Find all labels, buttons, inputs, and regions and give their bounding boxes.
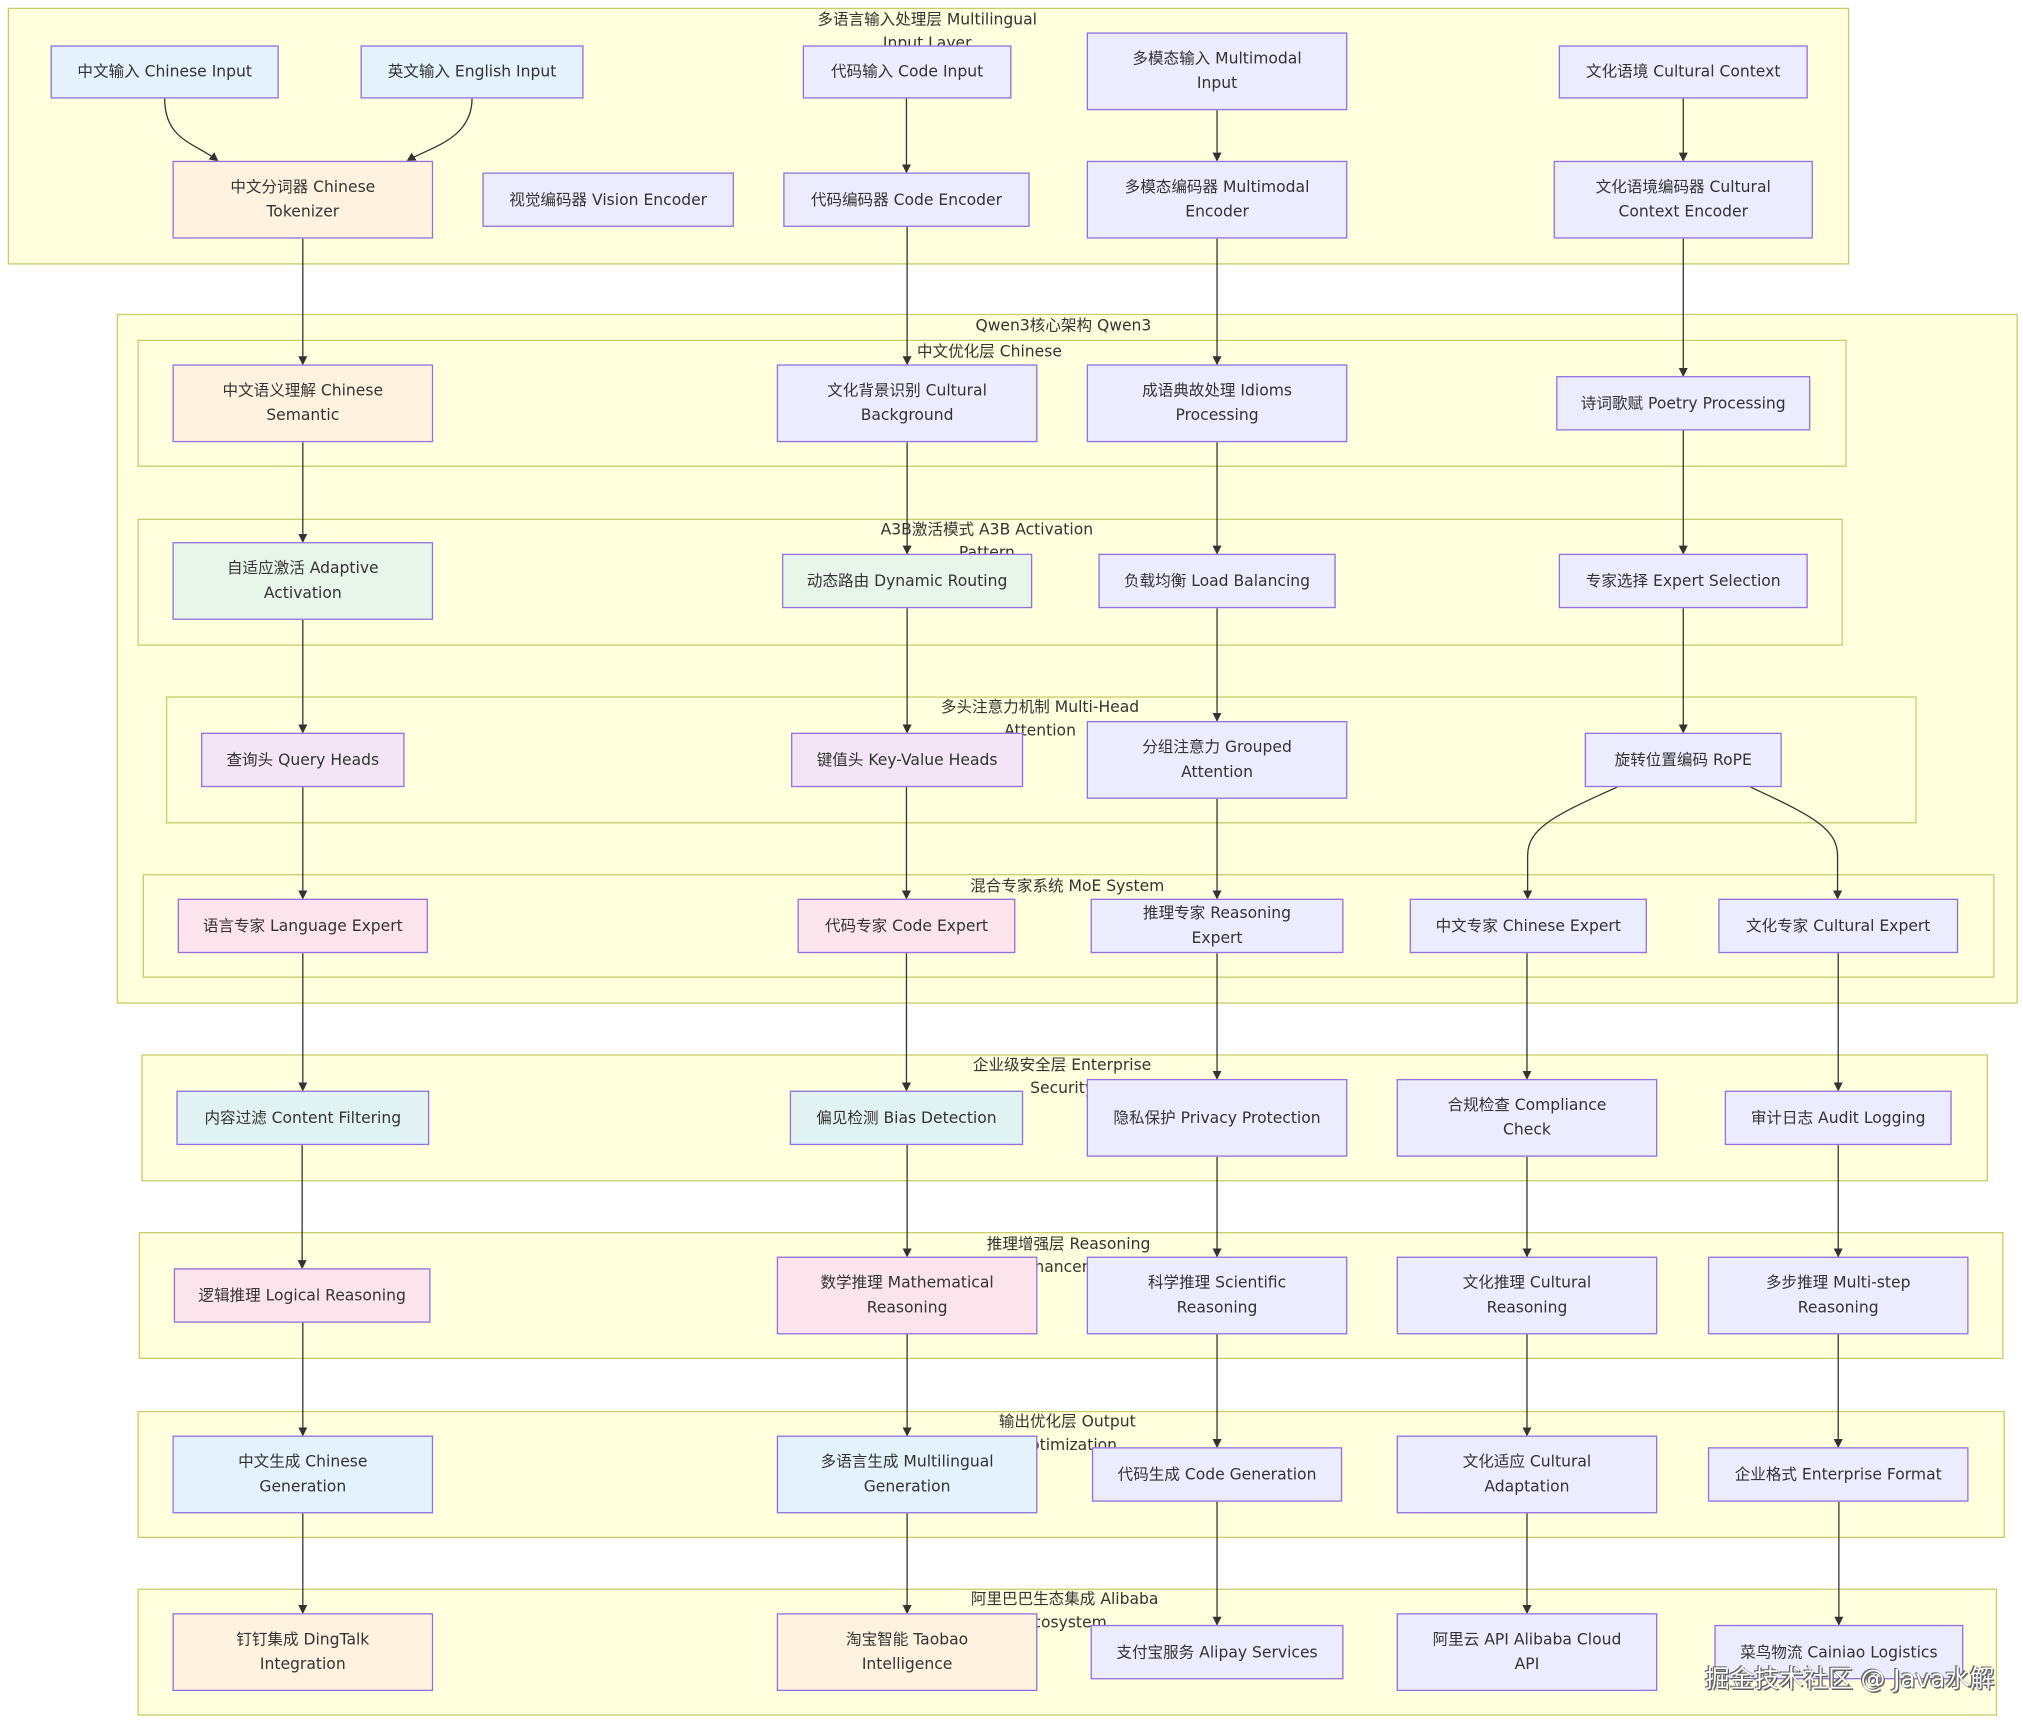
node-cultural-context-encoder[interactable]: 文化语境编码器 Cultural Context Encoder bbox=[1553, 160, 1813, 239]
node-multilingual-generation[interactable]: 多语言生成 Multilingual Generation bbox=[776, 1435, 1038, 1514]
node-alipay-services[interactable]: 支付宝服务 Alipay Services bbox=[1090, 1624, 1344, 1680]
node-multimodal-input[interactable]: 多模态输入 Multimodal Input bbox=[1086, 32, 1348, 111]
node-chinese-expert[interactable]: 中文专家 Chinese Expert bbox=[1409, 898, 1647, 954]
node-cultural-adaptation[interactable]: 文化适应 Cultural Adaptation bbox=[1396, 1435, 1658, 1514]
node-mathematical-reasoning[interactable]: 数学推理 Mathematical Reasoning bbox=[776, 1256, 1038, 1335]
node-multimodal-encoder[interactable]: 多模态编码器 Multimodal Encoder bbox=[1086, 160, 1348, 239]
node-dynamic-routing[interactable]: 动态路由 Dynamic Routing bbox=[781, 553, 1033, 609]
cluster-title: 混合专家系统 MoE System bbox=[970, 876, 1165, 895]
cluster-title: 中文优化层 Chinese bbox=[916, 342, 1062, 361]
node-cultural-background[interactable]: 文化背景识别 Cultural Background bbox=[776, 364, 1038, 443]
node-load-balancing[interactable]: 负载均衡 Load Balancing bbox=[1098, 553, 1336, 609]
node-code-input[interactable]: 代码输入 Code Input bbox=[802, 45, 1012, 99]
node-poetry-processing[interactable]: 诗词歌赋 Poetry Processing bbox=[1556, 376, 1811, 431]
node-enterprise-format[interactable]: 企业格式 Enterprise Format bbox=[1707, 1447, 1969, 1502]
cluster-title: 企业级安全层 Enterprise Security bbox=[972, 1055, 1152, 1098]
cluster-7 bbox=[138, 1231, 2004, 1360]
node-code-generation[interactable]: 代码生成 Code Generation bbox=[1091, 1447, 1343, 1502]
node-cultural-context[interactable]: 文化语境 Cultural Context bbox=[1558, 45, 1808, 99]
node-content-filtering[interactable]: 内容过滤 Content Filtering bbox=[176, 1090, 430, 1146]
edge bbox=[1523, 786, 1618, 900]
cluster-title: 阿里巴巴生态集成 Alibaba Ecosystem bbox=[970, 1589, 1159, 1632]
cluster-title: Qwen3核心架构 Qwen3 bbox=[975, 316, 1152, 335]
edge bbox=[406, 98, 473, 162]
node-vision-encoder[interactable]: 视觉编码器 Vision Encoder bbox=[482, 172, 734, 227]
node-logical-reasoning[interactable]: 逻辑推理 Logical Reasoning bbox=[173, 1268, 431, 1323]
node-chinese-semantic[interactable]: 中文语义理解 Chinese Semantic bbox=[172, 364, 434, 443]
node-bias-detection[interactable]: 偏见检测 Bias Detection bbox=[789, 1090, 1024, 1146]
cluster-9 bbox=[137, 1588, 1998, 1716]
node-english-input[interactable]: 英文输入 English Input bbox=[360, 45, 584, 99]
node-grouped-attention[interactable]: 分组注意力 Grouped Attention bbox=[1086, 721, 1348, 799]
watermark: 掘金技术社区 @ Java水解 bbox=[1705, 1665, 1995, 1694]
node-chinese-input[interactable]: 中文输入 Chinese Input bbox=[50, 45, 279, 99]
node-code-encoder[interactable]: 代码编码器 Code Encoder bbox=[783, 172, 1030, 227]
node-cultural-expert[interactable]: 文化专家 Cultural Expert bbox=[1718, 898, 1959, 954]
node-idioms-processing[interactable]: 成语典故处理 Idioms Processing bbox=[1086, 364, 1348, 443]
node-compliance-check[interactable]: 合规检查 Compliance Check bbox=[1396, 1078, 1658, 1157]
node-reasoning-expert[interactable]: 推理专家 Reasoning Expert bbox=[1090, 898, 1344, 954]
node-multi-step-reasoning[interactable]: 多步推理 Multi-step Reasoning bbox=[1707, 1256, 1969, 1335]
node-dingtalk-integration[interactable]: 钉钉集成 DingTalk Integration bbox=[172, 1613, 434, 1692]
node-rope[interactable]: 旋转位置编码 RoPE bbox=[1584, 732, 1782, 788]
node-scientific-reasoning[interactable]: 科学推理 Scientific Reasoning bbox=[1086, 1256, 1348, 1335]
node-code-expert[interactable]: 代码专家 Code Expert bbox=[797, 898, 1016, 954]
node-query-heads[interactable]: 查询头 Query Heads bbox=[201, 732, 405, 788]
node-language-expert[interactable]: 语言专家 Language Expert bbox=[177, 898, 428, 954]
cluster-8 bbox=[137, 1410, 2005, 1539]
cluster-6 bbox=[141, 1054, 1988, 1182]
node-expert-selection[interactable]: 专家选择 Expert Selection bbox=[1558, 553, 1808, 609]
cluster-5 bbox=[142, 874, 1995, 978]
node-privacy-protection[interactable]: 隐私保护 Privacy Protection bbox=[1086, 1078, 1348, 1157]
node-cultural-reasoning[interactable]: 文化推理 Cultural Reasoning bbox=[1396, 1256, 1658, 1335]
node-cainiao-logistics[interactable]: 菜鸟物流 Cainiao Logistics bbox=[1714, 1624, 1964, 1680]
edge bbox=[164, 98, 219, 162]
node-taobao-intelligence[interactable]: 淘宝智能 Taobao Intelligence bbox=[776, 1613, 1038, 1692]
node-api-alibaba-cloud-api[interactable]: 阿里云 API Alibaba Cloud API bbox=[1396, 1613, 1658, 1692]
node-audit-logging[interactable]: 审计日志 Audit Logging bbox=[1724, 1090, 1952, 1146]
node-chinese-tokenizer[interactable]: 中文分词器 Chinese Tokenizer bbox=[172, 160, 434, 239]
edge bbox=[1750, 786, 1843, 900]
node-chinese-generation[interactable]: 中文生成 Chinese Generation bbox=[172, 1435, 434, 1514]
node-adaptive-activation[interactable]: 自适应激活 Adaptive Activation bbox=[172, 542, 434, 620]
node-key-value-heads[interactable]: 键值头 Key-Value Heads bbox=[791, 732, 1024, 788]
